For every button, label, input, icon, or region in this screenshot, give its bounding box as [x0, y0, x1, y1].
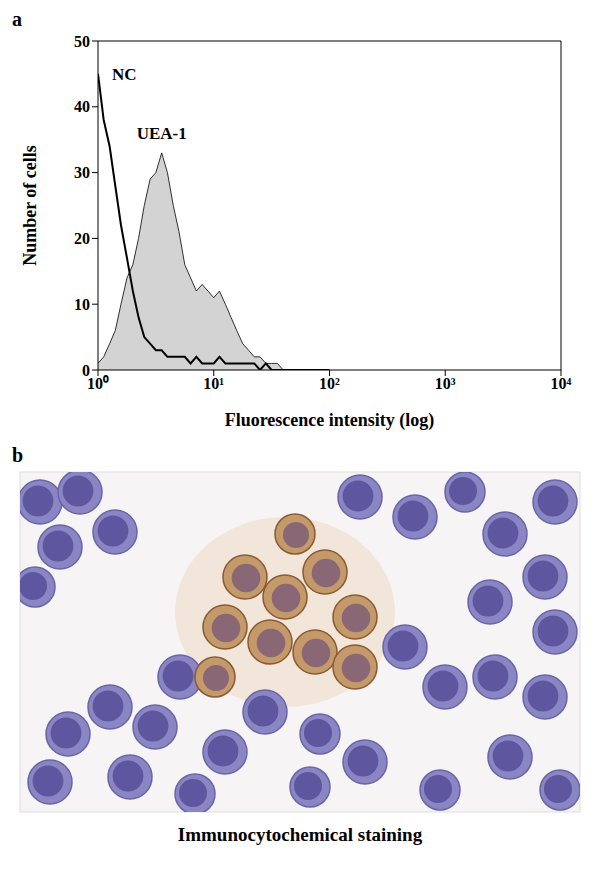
html-text:a: a	[12, 8, 22, 30]
svg-text:Fluorescence intensity (log): Fluorescence intensity (log)	[225, 410, 435, 431]
html-text:b: b	[12, 444, 24, 466]
svg-text:50: 50	[74, 33, 90, 50]
svg-text:UEA-1: UEA-1	[137, 124, 187, 143]
svg-text:10¹: 10¹	[203, 375, 224, 392]
svg-text:10²: 10²	[319, 375, 340, 392]
svg-text:Number of cells: Number of cells	[20, 145, 40, 266]
svg-text:30: 30	[74, 164, 90, 181]
svg-text:10³: 10³	[435, 375, 456, 392]
svg-text:NC: NC	[112, 65, 137, 84]
svg-text:10⁴: 10⁴	[551, 375, 572, 392]
svg-text:40: 40	[74, 98, 90, 115]
svg-text:0: 0	[82, 362, 90, 379]
html-text:Immunocytochemical staining: Immunocytochemical staining	[177, 824, 423, 845]
svg-text:20: 20	[74, 230, 90, 247]
svg-text:10⁰: 10⁰	[87, 375, 109, 392]
svg-text:10: 10	[74, 296, 90, 313]
